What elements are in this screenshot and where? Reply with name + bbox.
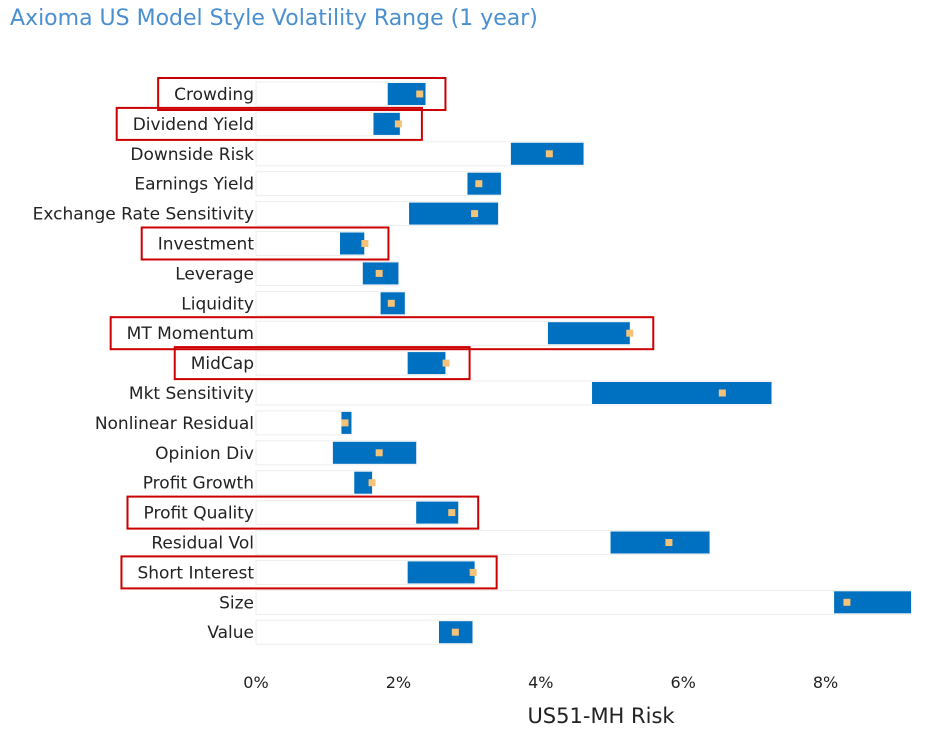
- current-value-marker: [387, 299, 395, 307]
- range-track: [255, 619, 473, 645]
- x-tick-label: 2%: [386, 673, 411, 692]
- range-bar-layer: [332, 83, 911, 644]
- x-axis-title: US51-MH Risk: [527, 704, 675, 728]
- range-bar: [467, 172, 501, 195]
- x-tick-label: 8%: [813, 673, 838, 692]
- highlight-box: [157, 77, 447, 111]
- highlight-box: [115, 106, 423, 141]
- range-bar: [407, 352, 446, 375]
- category-label: Leverage: [175, 264, 254, 284]
- range-track: [255, 589, 912, 615]
- current-value-marker: [665, 539, 673, 546]
- x-tick-label: 0%: [243, 673, 268, 692]
- x-tick-label: 4%: [528, 673, 553, 692]
- chart-title: Axioma US Model Style Volatility Range (…: [10, 6, 538, 31]
- category-label: Short Interest: [137, 563, 254, 583]
- highlight-box: [109, 316, 655, 351]
- category-label: Liquidity: [181, 294, 254, 314]
- category-label: MT Momentum: [127, 324, 254, 344]
- current-value-marker: [471, 210, 479, 218]
- category-label: Residual Vol: [151, 534, 254, 554]
- highlight-box: [140, 226, 390, 261]
- range-bar: [592, 382, 772, 404]
- range-track: [255, 410, 352, 436]
- range-bar: [409, 202, 499, 225]
- category-label-layer: Crowding Dividend Yield Downside Risk Earni…: [33, 85, 255, 643]
- highlight-box: [126, 495, 480, 530]
- category-label: Value: [207, 623, 254, 643]
- category-label: Opinion Div: [155, 444, 254, 464]
- category-label: Crowding: [174, 85, 254, 105]
- x-tick-layer: 0% 2% 4% 6% 8%: [243, 673, 838, 692]
- current-value-marker: [416, 90, 424, 98]
- range-track: [255, 470, 373, 496]
- range-bar: [416, 501, 459, 524]
- current-value-marker: [375, 449, 383, 457]
- category-label: Profit Growth: [143, 474, 254, 494]
- category-label: Exchange Rate Sensitivity: [33, 205, 254, 225]
- current-value-marker: [361, 240, 369, 247]
- category-label: Earnings Yield: [134, 175, 254, 195]
- current-value-marker: [451, 628, 459, 636]
- range-bar: [547, 322, 630, 345]
- current-value-marker: [442, 359, 450, 367]
- current-value-marker: [545, 150, 553, 158]
- range-bar: [610, 531, 710, 554]
- range-bar: [407, 561, 475, 584]
- current-value-marker: [626, 329, 634, 337]
- category-label: Dividend Yield: [133, 115, 254, 135]
- range-track: [255, 290, 406, 316]
- range-bar: [332, 441, 417, 464]
- highlight-box: [120, 555, 498, 590]
- category-label: Investment: [158, 235, 255, 255]
- current-value-marker: [394, 120, 402, 128]
- range-bar: [834, 591, 911, 614]
- current-value-marker: [375, 269, 383, 277]
- highlight-box-layer: [109, 77, 655, 590]
- category-label: MidCap: [191, 354, 254, 374]
- current-value-marker: [469, 568, 477, 576]
- current-value-marker: [368, 479, 376, 487]
- category-label: Size: [219, 593, 254, 613]
- range-track: [255, 171, 502, 197]
- current-value-marker: [341, 419, 349, 427]
- current-value-marker: [448, 509, 456, 517]
- track-layer: [255, 81, 912, 645]
- category-label: Profit Quality: [144, 504, 255, 524]
- category-label: Mkt Sensitivity: [129, 384, 254, 404]
- range-bar: [354, 471, 373, 494]
- current-value-marker: [843, 598, 851, 606]
- category-label: Downside Risk: [130, 145, 254, 165]
- current-value-marker: [718, 389, 726, 397]
- category-label: Nonlinear Residual: [95, 414, 254, 434]
- current-value-marker: [475, 180, 483, 188]
- range-bar: [387, 83, 426, 105]
- highlight-box: [173, 346, 471, 381]
- x-tick-label: 6%: [670, 673, 695, 692]
- range-bar: [340, 232, 365, 255]
- current-marker-layer: [341, 90, 851, 636]
- range-bar: [373, 112, 400, 135]
